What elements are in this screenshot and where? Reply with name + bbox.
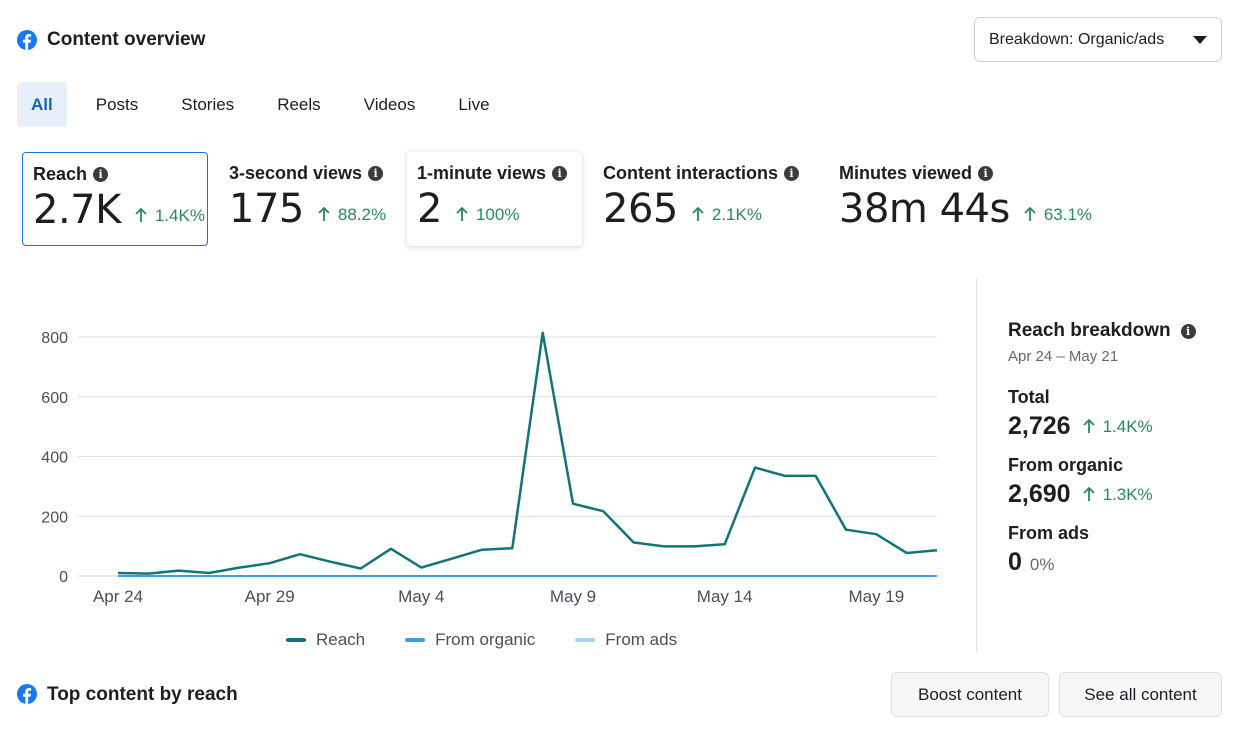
x-tick-label: Apr 24 — [93, 587, 143, 606]
y-tick-label: 200 — [41, 509, 68, 526]
x-tick-label: May 4 — [398, 587, 444, 606]
tab-stories[interactable]: Stories — [181, 94, 235, 114]
legend-label: From organic — [435, 630, 536, 649]
metric-card-content-interactions[interactable]: Content interactions i 265 2.1K% — [593, 152, 818, 246]
x-tick-label: May 14 — [697, 587, 753, 606]
breakdown-label: Total — [1008, 387, 1050, 407]
metric-delta: 2.1K% — [692, 205, 762, 225]
reach-chart[interactable]: 0 200 400 600 800 Apr 24 Apr 29 May 4 May 9 May 1… — [0, 270, 960, 660]
breakdown-ads: From ads 0 0% — [1008, 523, 1228, 577]
reach-line-chart: 0 200 400 600 800 Apr 24 Apr 29 May 4 May 9 May 1… — [41, 330, 938, 606]
y-tick-label: 800 — [41, 330, 68, 347]
arrow-up-icon — [1082, 419, 1095, 433]
arrow-up-icon — [1082, 487, 1095, 501]
tab-reels[interactable]: Reels — [277, 94, 321, 114]
breakdown-total: Total 2,726 1.4K% — [1008, 387, 1228, 441]
metric-card-3-second-views[interactable]: 3-second views i 175 88.2% — [219, 152, 399, 246]
info-icon[interactable]: i — [93, 167, 109, 182]
y-tick-label: 400 — [41, 450, 68, 467]
breakdown-label: From organic — [1008, 455, 1124, 475]
tab-posts[interactable]: Posts — [95, 94, 139, 114]
x-tick-label: Apr 29 — [245, 587, 295, 606]
metric-card-reach[interactable]: Reach i 2.7K 1.4K% — [22, 152, 208, 246]
reach-breakdown-panel: Reach breakdown i Apr 24 – May 21 Total … — [1008, 320, 1228, 577]
see-all-content-button[interactable]: See all content — [1059, 672, 1222, 717]
metric-card-minutes-viewed[interactable]: Minutes viewed i 38m 44s 63.1% — [829, 152, 1109, 246]
breakdown-dropdown-label: Breakdown: Organic/ads — [989, 30, 1165, 48]
metric-value: 2.7K — [33, 187, 121, 233]
arrow-up-icon — [456, 207, 468, 221]
metric-label: 3-second views — [229, 163, 363, 183]
legend-label: Reach — [316, 630, 366, 649]
breakdown-organic: From organic 2,690 1.3K% — [1008, 455, 1228, 509]
metric-delta: 100% — [456, 205, 519, 225]
legend-swatch — [286, 638, 306, 642]
metric-label: Content interactions — [603, 163, 779, 183]
facebook-icon — [17, 30, 37, 50]
breakdown-label: From ads — [1008, 523, 1090, 543]
x-tick-label: May 9 — [550, 587, 596, 606]
info-icon[interactable]: i — [784, 166, 800, 181]
legend-item-from-ads[interactable]: From ads — [575, 630, 677, 650]
metric-label: Minutes viewed — [839, 163, 973, 183]
legend-swatch — [405, 638, 426, 642]
boost-content-button[interactable]: Boost content — [891, 672, 1049, 717]
breakdown-delta: 0% — [1029, 555, 1055, 574]
info-icon[interactable]: i — [1180, 323, 1196, 339]
metric-delta: 1.4K% — [135, 206, 205, 226]
metric-delta: 63.1% — [1024, 205, 1092, 225]
info-icon[interactable]: i — [978, 166, 994, 181]
facebook-icon — [17, 684, 37, 704]
tab-videos[interactable]: Videos — [363, 94, 416, 114]
reach-breakdown-title: Reach breakdown — [1008, 320, 1171, 341]
breakdown-delta: 1.3K% — [1082, 485, 1153, 505]
arrow-up-icon — [692, 207, 704, 221]
metric-label: 1-minute views — [417, 163, 547, 183]
top-content-title: Top content by reach — [47, 684, 238, 705]
date-range: Apr 24 – May 21 — [1008, 348, 1119, 365]
metric-value: 38m 44s — [839, 186, 1010, 232]
legend-item-reach[interactable]: Reach — [286, 630, 365, 650]
metric-value: 175 — [229, 186, 304, 232]
x-tick-label: May 19 — [848, 587, 904, 606]
breakdown-value: 0 — [1008, 548, 1022, 576]
y-tick-label: 600 — [41, 390, 68, 407]
metric-value: 2 — [417, 186, 442, 232]
breakdown-value: 2,690 — [1008, 480, 1071, 508]
chart-legend: Reach From organic From ads — [286, 630, 717, 650]
tab-live[interactable]: Live — [458, 94, 490, 114]
series-line-reach — [117, 331, 938, 575]
legend-label: From ads — [605, 630, 678, 649]
content-type-tabs: All Posts Stories Reels Videos Live — [17, 82, 519, 127]
vertical-divider — [976, 278, 977, 652]
tab-all[interactable]: All — [17, 82, 67, 127]
legend-swatch — [575, 638, 596, 642]
info-icon[interactable]: i — [552, 166, 568, 181]
metric-delta: 88.2% — [318, 205, 386, 225]
breakdown-dropdown[interactable]: Breakdown: Organic/ads — [974, 17, 1222, 62]
y-tick-label: 0 — [59, 569, 68, 586]
arrow-up-icon — [135, 208, 147, 222]
metric-card-1-minute-views[interactable]: 1-minute views i 2 100% — [407, 152, 582, 246]
metric-label: Reach — [33, 164, 88, 184]
metric-value: 265 — [603, 186, 678, 232]
info-icon[interactable]: i — [368, 166, 384, 181]
breakdown-value: 2,726 — [1008, 412, 1071, 440]
caret-down-icon — [1193, 35, 1207, 44]
arrow-up-icon — [1024, 207, 1036, 221]
breakdown-delta: 1.4K% — [1082, 417, 1153, 437]
legend-item-from-organic[interactable]: From organic — [405, 630, 535, 650]
arrow-up-icon — [318, 207, 330, 221]
page-title: Content overview — [47, 29, 206, 50]
